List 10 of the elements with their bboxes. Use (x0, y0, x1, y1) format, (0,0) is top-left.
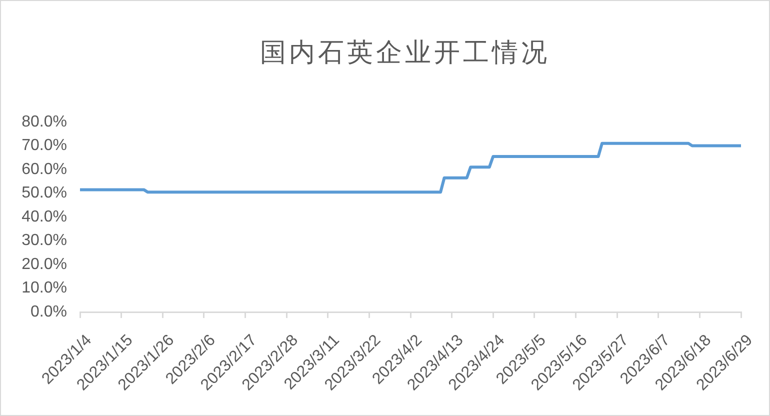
chart-title: 国内石英企业开工情况 (260, 36, 550, 68)
y-tick-label: 0.0% (30, 303, 67, 320)
y-tick-label: 70.0% (22, 137, 67, 154)
y-tick-label: 50.0% (22, 184, 67, 202)
y-tick-label: 10.0% (22, 280, 67, 297)
y-tick-label: 20.0% (22, 256, 67, 273)
y-tick-label: 80.0% (22, 113, 67, 130)
y-tick-label: 60.0% (22, 160, 67, 178)
y-tick-label: 40.0% (22, 208, 67, 226)
y-tick-label: 30.0% (22, 232, 67, 250)
